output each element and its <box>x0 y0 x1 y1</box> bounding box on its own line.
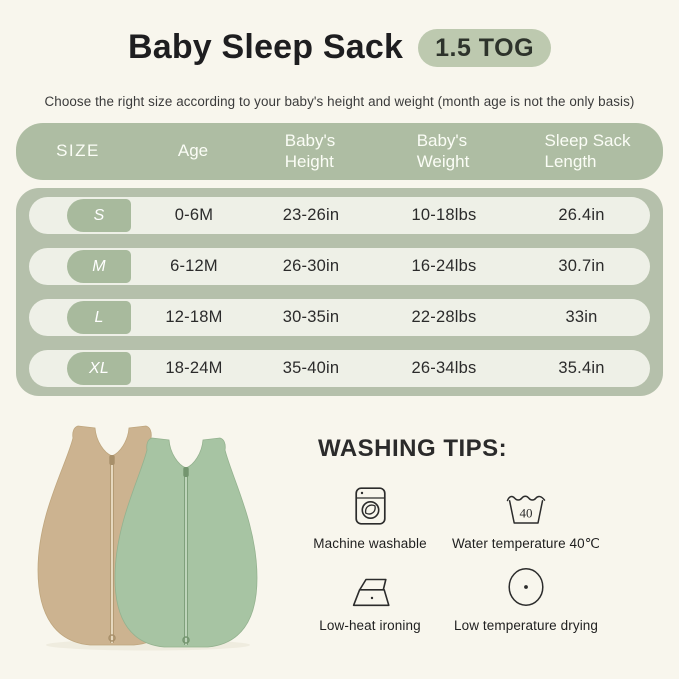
size-badge: S <box>67 199 131 232</box>
column-header-baby-height: Baby's Height <box>284 131 336 171</box>
size-row-l: L 12-18M 30-35in 22-28lbs 33in <box>29 299 650 336</box>
sack-length-value: 35.4in <box>558 359 605 377</box>
washing-tips-heading: WASHING TIPS: <box>318 435 508 462</box>
zipper-pull-bottom <box>182 636 190 644</box>
tip-low-heat-ironing: Low-heat ironing <box>296 574 444 633</box>
baby-weight-value: 10-18lbs <box>411 206 477 224</box>
tip-low-temperature-drying: Low temperature drying <box>437 567 615 633</box>
age-value: 18-24M <box>165 359 223 377</box>
size-row-m: M 6-12M 26-30in 16-24lbs 30.7in <box>29 248 650 285</box>
tog-badge: 1.5 TOG <box>418 28 552 67</box>
page-title: Baby Sleep Sack <box>127 28 404 66</box>
size-row-xl: XL 18-24M 35-40in 26-34lbs 35.4in <box>29 350 650 387</box>
product-image-sleep-sacks <box>37 425 258 651</box>
size-chart-header: SIZE Age Baby's Height Baby's Weight Sleep Sac… <box>16 123 663 180</box>
tip-label: Low-heat ironing <box>319 618 421 633</box>
dry-icon <box>507 567 545 607</box>
tip-label: Machine washable <box>313 536 427 551</box>
tip-label: Water temperature 40℃ <box>451 536 601 551</box>
age-value: 12-18M <box>165 308 223 326</box>
age-value: 6-12M <box>170 257 218 275</box>
zipper-pull-top <box>109 455 115 465</box>
zipper-pull-bottom <box>108 634 116 642</box>
column-header-age: Age <box>177 141 209 161</box>
baby-height-value: 23-26in <box>282 206 340 224</box>
tip-label: Low temperature drying <box>453 618 599 633</box>
washing-machine-icon <box>354 487 386 525</box>
column-header-sack-length: Sleep Sack Length <box>544 131 631 171</box>
tip-water-temperature: 40 Water temperature 40℃ <box>437 492 615 552</box>
column-header-size: SIZE <box>56 141 100 161</box>
size-chart-body: S 0-6M 23-26in 10-18lbs 26.4in M 6-12M 26-30in 1… <box>16 188 663 396</box>
water-temperature-icon: 40 <box>506 492 546 525</box>
size-badge: M <box>67 250 131 283</box>
sack-length-value: 30.7in <box>558 257 605 275</box>
sack-length-value: 26.4in <box>558 206 605 224</box>
iron-icon <box>350 574 391 607</box>
header: Baby Sleep Sack 1.5 TOG <box>0 28 679 67</box>
baby-weight-value: 16-24lbs <box>411 257 477 275</box>
sack-length-value: 33in <box>565 308 598 326</box>
baby-weight-value: 22-28lbs <box>411 308 477 326</box>
size-row-s: S 0-6M 23-26in 10-18lbs 26.4in <box>29 197 650 234</box>
baby-height-value: 30-35in <box>282 308 340 326</box>
svg-text:40: 40 <box>520 506 533 521</box>
baby-weight-value: 26-34lbs <box>411 359 477 377</box>
size-badge: XL <box>67 352 131 385</box>
baby-height-value: 26-30in <box>282 257 340 275</box>
subtitle: Choose the right size according to your … <box>44 94 635 109</box>
sleep-sack-green <box>114 437 258 648</box>
tip-machine-washable: Machine washable <box>296 487 444 551</box>
size-badge: L <box>67 301 131 334</box>
column-header-baby-weight: Baby's Weight <box>416 131 470 171</box>
age-value: 0-6M <box>174 206 214 224</box>
baby-height-value: 35-40in <box>282 359 340 377</box>
zipper-pull-top <box>183 467 189 477</box>
